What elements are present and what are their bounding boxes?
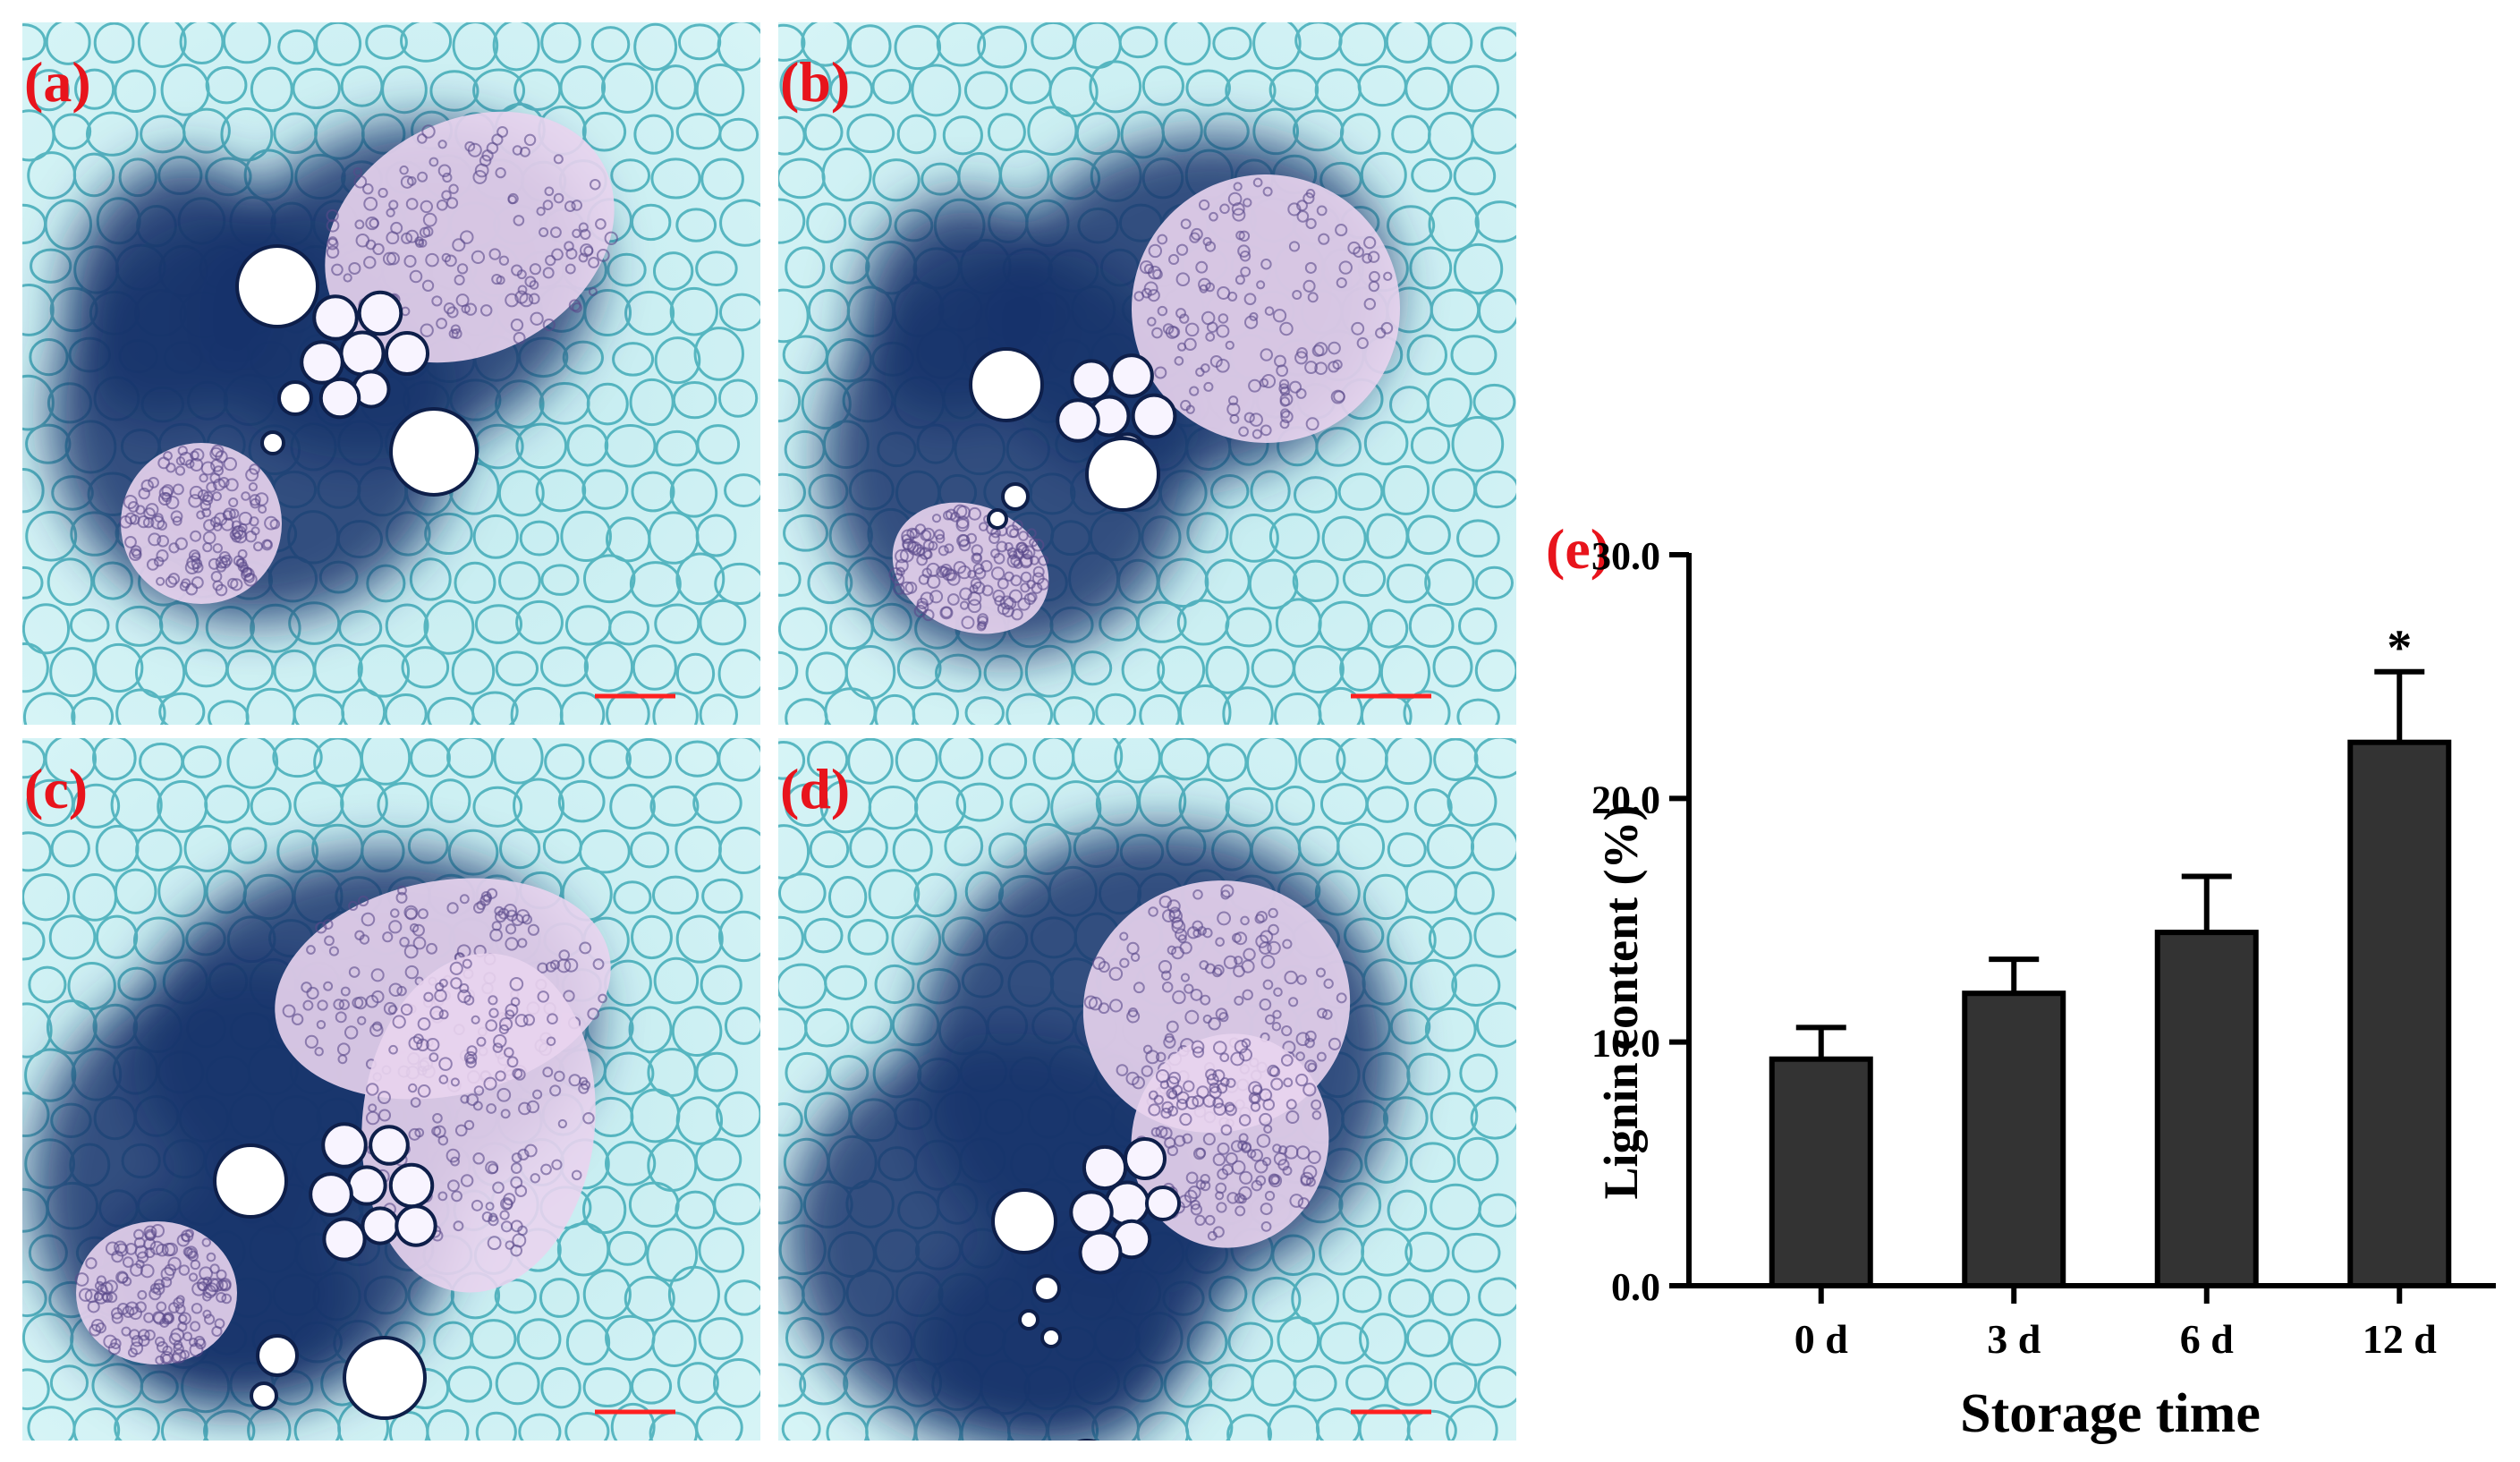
phloem-region [888,502,1050,634]
micrograph-image-c [22,738,760,1441]
y-axis-label: Lignin content (%) [1594,804,1648,1199]
bar-6d [2154,930,2259,1288]
micrograph-panel-a: (a) [22,22,760,725]
xylem-cluster [1069,1136,1182,1275]
x-tick-label: 3 d [1987,1316,2041,1362]
xylem-cluster [309,1122,437,1262]
bar-12d [2347,739,2452,1288]
x-tick-label: 0 d [1795,1316,1849,1362]
phloem-region [1132,174,1400,443]
xylem-vessels [969,347,1160,530]
x-tick-label: 6 d [2180,1316,2235,1362]
micrograph-image-b [778,22,1516,725]
chart-panel-label: (e) [1546,517,1609,581]
panel-label-d: (d) [780,757,851,820]
panel-label-c: (c) [24,757,89,820]
micrograph-panel-d: (d) [778,738,1516,1441]
significance-marker: * [2387,621,2412,676]
lignin-bar-chart: (e) 0.0 10.0 20.0 30.0 0 d 3 d 6 d 12 d * Lignin… [1546,517,2496,1444]
xylem-cluster [300,290,430,420]
y-tick-label: 20.0 [1591,778,1660,821]
y-tick-label: 0.0 [1611,1265,1660,1309]
x-tick-label: 12 d [2363,1316,2438,1362]
micrograph-image-d [778,738,1516,1441]
xylem-vessels [213,1143,427,1420]
micrograph-image-a [22,22,760,725]
micrograph-panel-c: (c) [22,738,760,1441]
y-tick-label: 10.0 [1591,1022,1660,1066]
panel-label-a: (a) [24,50,91,114]
micrograph-panel-b: (b) [778,22,1516,725]
xylem-vessels [991,1188,1098,1441]
xylem-vessels [235,244,479,497]
bar-3d [1962,990,2066,1288]
bar-0d [1769,1056,1873,1288]
phloem-region [119,443,282,604]
y-tick-label: 30.0 [1591,534,1660,578]
panel-label-b: (b) [780,50,851,114]
x-axis-label: Storage time [1960,1383,2261,1444]
phloem-region [74,1221,237,1365]
